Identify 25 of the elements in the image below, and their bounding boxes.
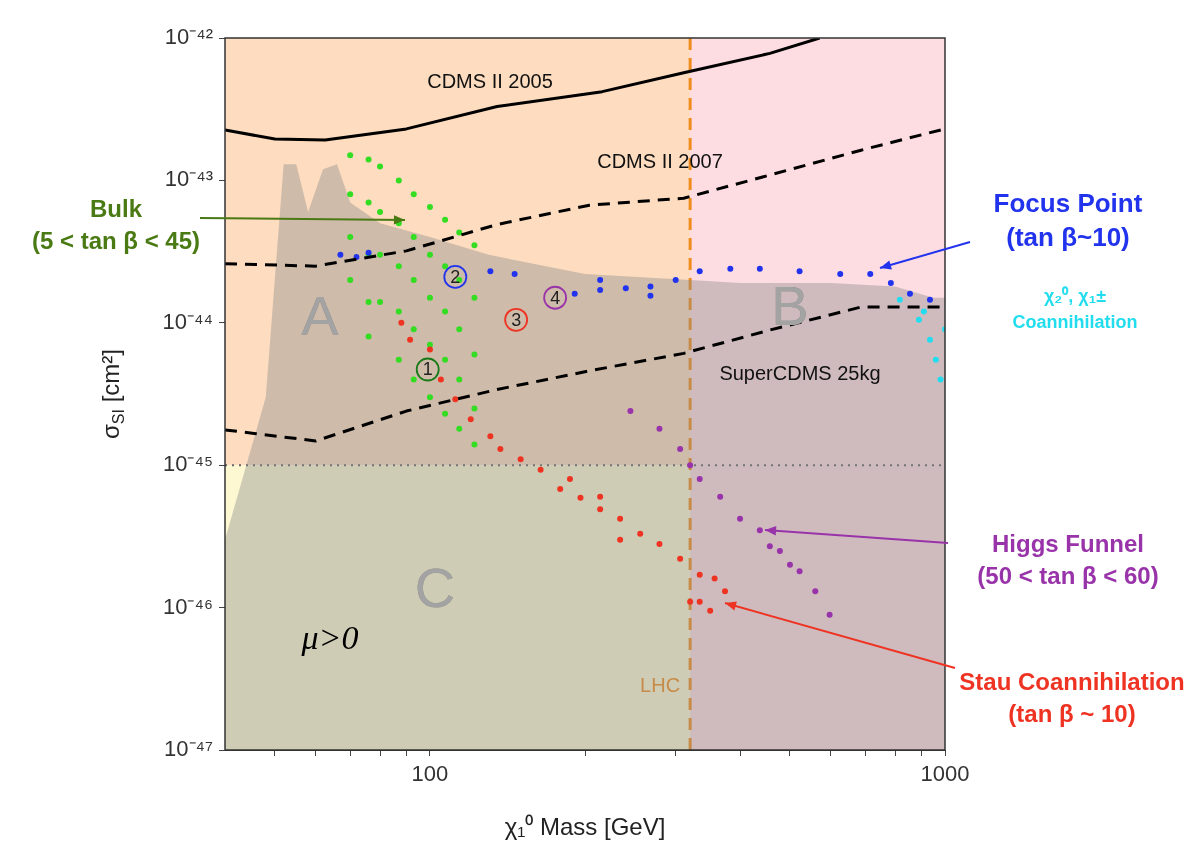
y-tick-label: 10⁻⁴³ [164, 166, 213, 192]
text: Stau Coannihilation (tan β ~ 10) [959, 667, 1185, 727]
y-tick-label: 10⁻⁴⁶ [163, 593, 213, 619]
x-axis-title: χ₁⁰ Mass [GeV] [504, 812, 666, 840]
text: Bulk (5 < tan β < 45) [31, 194, 201, 254]
annotation: 3 [511, 309, 522, 330]
x-tick-label: 1000 [920, 761, 970, 787]
text: Higgs Funnel (50 < tan β < 60) [977, 529, 1159, 589]
annotation: 4 [550, 287, 561, 308]
ref-line-label: LHC [640, 673, 681, 696]
annotation: 2 [450, 266, 461, 287]
annotation: 1 [422, 359, 433, 380]
y-tick-label: 10⁻⁴² [164, 24, 213, 50]
text: χ₂⁰, χ₁± Coannihilation [1012, 285, 1138, 332]
y-tick-label: 10⁻⁴⁷ [164, 736, 214, 762]
annotation: B [771, 274, 809, 338]
annotation: μ>0 [300, 618, 359, 656]
series-label: CDMS II 2005 [427, 69, 553, 92]
text: Focus Point (tan β~10) [993, 188, 1143, 253]
y-tick-label: 10⁻⁴⁴ [162, 308, 213, 334]
series-label: CDMS II 2007 [597, 149, 723, 172]
series-label: SuperCDMS 25kg [719, 361, 881, 384]
y-axis-title: σSI [cm²] [96, 349, 127, 439]
y-tick-label: 10⁻⁴⁵ [162, 451, 213, 477]
x-tick-label: 100 [411, 761, 449, 787]
